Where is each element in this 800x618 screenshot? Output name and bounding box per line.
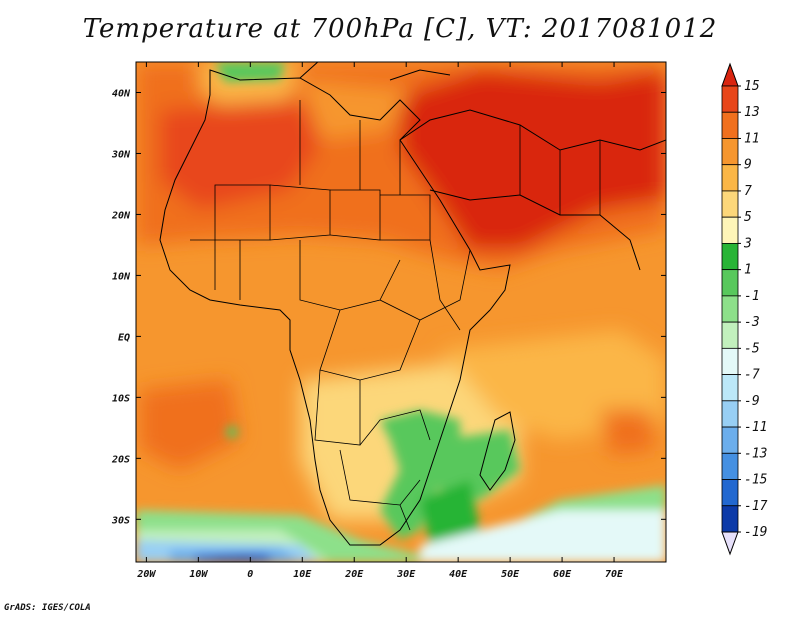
lat-tick-label: 30N (111, 149, 131, 160)
colorbar-segment (721, 269, 739, 297)
colorbar-label: 1 (744, 263, 752, 278)
colorbar-label: -19 (744, 525, 767, 540)
lat-tick-label: 10S (112, 393, 130, 404)
lat-tick-label: 30S (111, 515, 130, 526)
lat-tick-label: 10N (112, 271, 131, 282)
colorbar-segment (721, 111, 739, 139)
colorbar-segment (721, 243, 739, 271)
colorbar-segment (721, 138, 739, 166)
longitude-ticks: 20W 10W 0 10E 20E 30E 40E 50E 60E 70E (136, 62, 624, 580)
lon-tick-label: 50E (501, 569, 520, 580)
colorbar-label: -1 (744, 289, 760, 304)
lon-tick-label: 10E (293, 569, 312, 580)
colorbar-segment (721, 426, 739, 454)
lon-tick-label: 20W (136, 569, 156, 580)
lat-tick-label: 40N (112, 88, 131, 99)
colorbar-label: 15 (744, 79, 760, 94)
colorbar-bottom-arrow (721, 531, 739, 556)
lon-tick-label: 20E (344, 569, 364, 580)
colorbar-label: 13 (744, 105, 760, 120)
colorbar-segment (721, 400, 739, 428)
colorbar-segment (721, 452, 739, 480)
colorbar-top-arrow (721, 62, 739, 87)
colorbar-segment (721, 347, 739, 375)
grads-credit: GrADS: IGES/COLA (4, 603, 91, 613)
colorbar-label: -11 (744, 420, 767, 435)
lon-tick-label: 30E (396, 569, 416, 580)
lat-tick-label: EQ (118, 332, 130, 343)
lon-tick-label: 10W (189, 569, 208, 580)
colorbar-segment (721, 505, 739, 533)
colorbar-segment (721, 216, 739, 244)
lon-tick-label: 40E (449, 569, 468, 580)
colorbar: 15 13 11 9 7 5 3 1 -1 -3 -5 -7 -9 -11 -13 -15 -17 -19 (721, 62, 768, 556)
colorbar-label: -17 (744, 499, 768, 514)
lon-tick-label: 0 (247, 569, 253, 580)
colorbar-label: -13 (744, 446, 767, 461)
map-plot-area (136, 62, 666, 562)
colorbar-segment (721, 85, 739, 113)
lon-tick-label: 60E (553, 569, 572, 580)
plot-frame (135, 61, 667, 563)
colorbar-label: 3 (743, 236, 752, 251)
colorbar-label: 5 (744, 210, 752, 225)
colorbar-segment (721, 190, 739, 218)
colorbar-segment (721, 295, 739, 323)
colorbar-label: -7 (744, 368, 760, 383)
colorbar-label: -3 (744, 315, 760, 330)
lon-tick-label: 70E (605, 569, 624, 580)
colorbar-label: 7 (744, 184, 752, 199)
colorbar-label: 11 (744, 131, 760, 146)
colorbar-label: -5 (744, 341, 760, 356)
colorbar-segment (721, 374, 739, 402)
colorbar-label: -9 (744, 394, 760, 409)
colorbar-segment (721, 321, 739, 349)
map-title: Temperature at 700hPa [C], VT: 201708101… (82, 14, 718, 44)
latitude-ticks: 40N 30N 20N 10N EQ 10S 20S 30S (111, 88, 666, 526)
colorbar-segment (721, 479, 739, 507)
colorbar-segment (721, 164, 739, 192)
lat-tick-label: 20N (111, 210, 131, 221)
country-borders (190, 100, 601, 531)
colorbar-label: -15 (744, 473, 768, 488)
colorbar-label: 9 (744, 158, 752, 173)
lat-tick-label: 20S (111, 454, 130, 465)
